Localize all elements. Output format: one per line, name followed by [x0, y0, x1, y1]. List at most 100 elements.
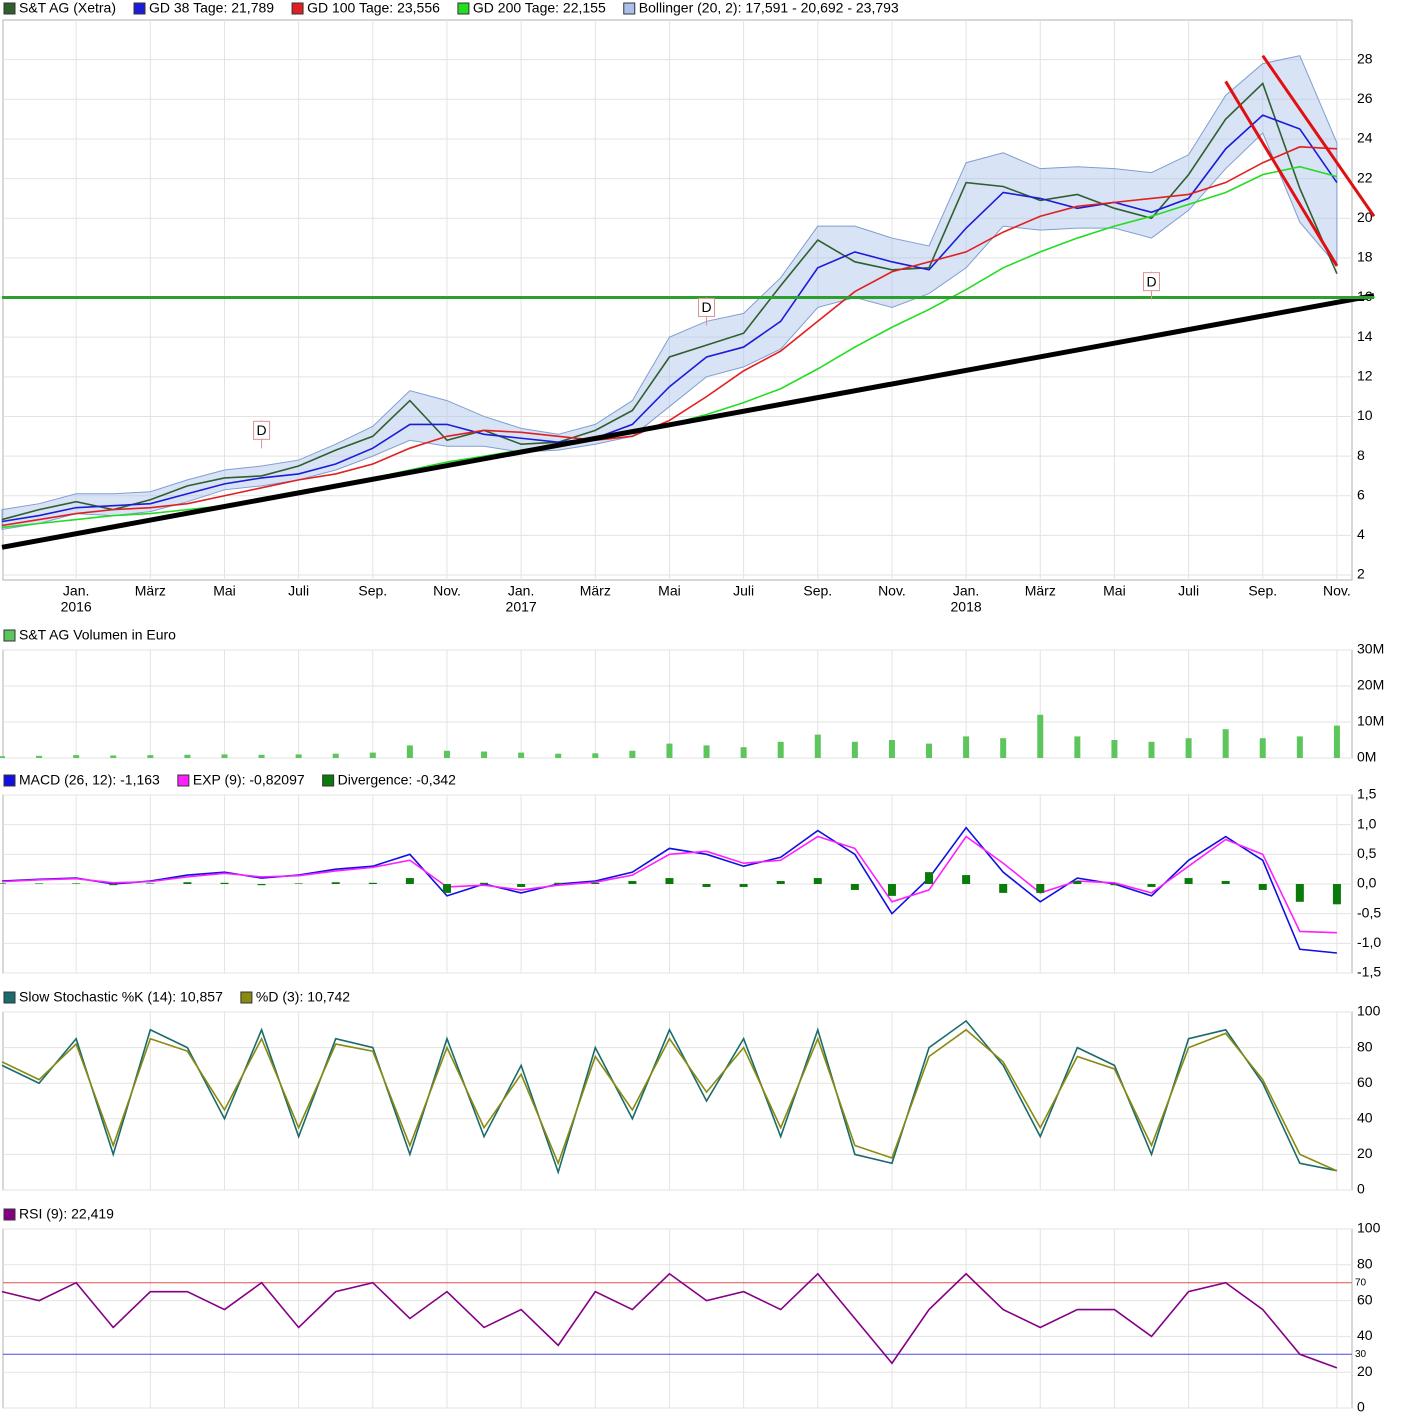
bar: [702, 884, 711, 887]
bar: [813, 878, 822, 884]
bar: [221, 754, 228, 758]
bar: [294, 883, 303, 884]
reference-label: 70: [1355, 1277, 1367, 1288]
y-tick-label: 0,5: [1357, 845, 1377, 861]
x-tick-label: Juli: [733, 583, 754, 599]
plot-frame: [2, 649, 1353, 759]
bar: [851, 741, 858, 758]
y-tick-label: 100: [1357, 1220, 1381, 1236]
y-tick-label: 1,5: [1357, 786, 1377, 802]
bar: [1333, 725, 1340, 758]
bar: [703, 745, 710, 758]
bar: [666, 743, 673, 758]
bar: [1259, 738, 1266, 758]
x-year-label: 2016: [61, 599, 92, 615]
bar: [888, 740, 895, 758]
bar: [0, 756, 5, 758]
legend-swatch: [3, 774, 16, 787]
bar: [220, 882, 229, 884]
bar: [73, 755, 80, 758]
series-line: [1, 1028, 1338, 1172]
bar: [109, 884, 118, 886]
y-tick-label: 2: [1357, 566, 1365, 582]
bar: [0, 883, 6, 884]
bar: [1258, 884, 1267, 890]
bar: [184, 754, 191, 758]
bar: [925, 872, 934, 884]
x-tick-label: Jan.: [508, 583, 534, 599]
bar: [962, 875, 971, 884]
series-line: [1, 1019, 1338, 1175]
y-tick-label: -0,5: [1357, 904, 1381, 920]
series-line: [1, 146, 1337, 527]
legend-label: S&T AG Volumen in Euro: [19, 627, 176, 643]
legend-swatch: [3, 991, 16, 1004]
legend-swatch: [623, 2, 636, 15]
bar: [554, 882, 563, 884]
y-tick-label: 20: [1357, 1363, 1373, 1379]
bar: [443, 750, 450, 758]
legend-label: MACD (26, 12): -1,163: [19, 772, 160, 788]
bar: [1332, 884, 1341, 905]
y-tick-label: -1,0: [1357, 934, 1381, 950]
bar: [258, 754, 265, 758]
legend-swatch: [3, 2, 16, 15]
bar: [517, 884, 526, 887]
bar: [739, 884, 748, 887]
bar: [1110, 884, 1119, 886]
bar: [36, 755, 43, 758]
bar: [926, 743, 933, 758]
bar: [629, 750, 636, 758]
bar: [591, 882, 600, 884]
bar: [147, 755, 154, 758]
bar: [665, 878, 674, 884]
bar: [481, 751, 488, 758]
y-tick-label: 26: [1357, 90, 1373, 106]
bar: [1296, 736, 1303, 758]
y-tick-label: 0,0: [1357, 875, 1377, 891]
bar: [1000, 738, 1007, 758]
bar: [369, 752, 376, 758]
y-tick-label: 60: [1357, 1291, 1373, 1307]
bar: [628, 881, 637, 884]
annotation-label: D: [701, 299, 711, 315]
y-tick-label: 0: [1357, 1399, 1365, 1415]
y-tick-label: 18: [1357, 249, 1373, 265]
bar: [592, 753, 599, 758]
bar: [1295, 884, 1304, 902]
y-tick-label: 22: [1357, 169, 1373, 185]
x-tick-label: Jan.: [953, 583, 979, 599]
bar: [1037, 714, 1044, 758]
bar: [1147, 884, 1156, 887]
bar: [1036, 884, 1045, 893]
bar: [257, 884, 266, 886]
y-tick-label: 4: [1357, 526, 1365, 542]
trend-line: [1, 293, 1375, 550]
bar: [1221, 881, 1230, 884]
bar: [1148, 741, 1155, 758]
x-tick-label: Nov.: [433, 583, 461, 599]
y-tick-label: 20: [1357, 1145, 1373, 1161]
y-tick-label: -1,5: [1357, 964, 1381, 980]
series-line: [1, 81, 1338, 521]
x-tick-label: März: [1025, 583, 1056, 599]
legend-label: GD 200 Tage: 22,155: [473, 0, 606, 16]
bar: [1074, 736, 1081, 758]
y-tick-label: 24: [1357, 130, 1373, 146]
x-tick-label: Juli: [1178, 583, 1199, 599]
reference-label: 30: [1355, 1349, 1367, 1360]
plot-frame: [2, 1011, 1353, 1191]
series-line: [1, 835, 1337, 934]
y-tick-label: 8: [1357, 447, 1365, 463]
y-tick-label: 1,0: [1357, 815, 1377, 831]
legend-label: Slow Stochastic %K (14): 10,857: [19, 989, 223, 1005]
legend-swatch: [291, 2, 304, 15]
legend-label: RSI (9): 22,419: [19, 1206, 114, 1222]
x-year-label: 2017: [506, 599, 537, 615]
x-tick-label: Sep.: [358, 583, 387, 599]
legend-swatch: [3, 629, 16, 642]
plot-frame: [2, 19, 1353, 581]
bar: [1073, 881, 1082, 884]
bar: [332, 753, 339, 758]
